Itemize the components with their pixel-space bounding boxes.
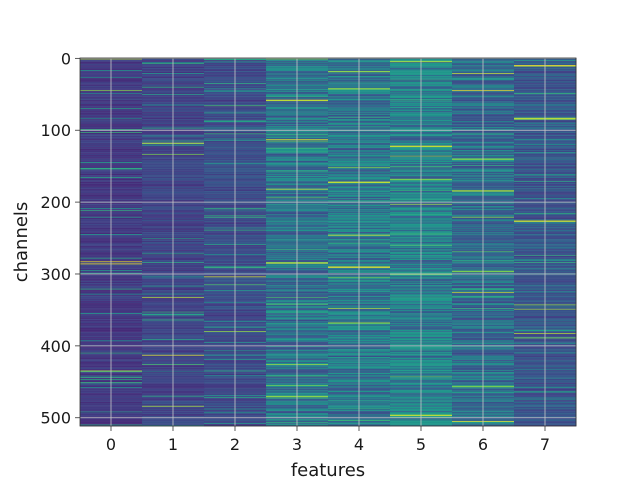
x-tick-label: 0 xyxy=(106,435,116,454)
y-axis-ticks: 0 100 200 300 400 500 xyxy=(40,49,80,428)
y-tick-label: 0 xyxy=(61,49,71,68)
y-tick-label: 200 xyxy=(40,193,71,212)
x-tick-label: 6 xyxy=(478,435,488,454)
x-axis-ticks: 0 1 2 3 4 5 6 7 xyxy=(106,426,550,454)
y-tick-label: 500 xyxy=(40,409,71,428)
grid-lines xyxy=(80,57,576,426)
x-axis-label: features xyxy=(291,460,365,480)
y-tick-label: 400 xyxy=(40,337,71,356)
x-tick-label: 3 xyxy=(292,435,302,454)
plot-frame xyxy=(79,57,577,427)
x-tick-label: 1 xyxy=(168,435,178,454)
y-tick-label: 100 xyxy=(40,121,71,140)
x-tick-label: 2 xyxy=(230,435,240,454)
x-tick-label: 4 xyxy=(354,435,364,454)
y-axis-label: channels xyxy=(11,202,32,283)
y-tick-label: 300 xyxy=(40,265,71,284)
heatmap-cells xyxy=(80,58,577,427)
x-tick-label: 5 xyxy=(416,435,426,454)
x-tick-label: 7 xyxy=(540,435,550,454)
